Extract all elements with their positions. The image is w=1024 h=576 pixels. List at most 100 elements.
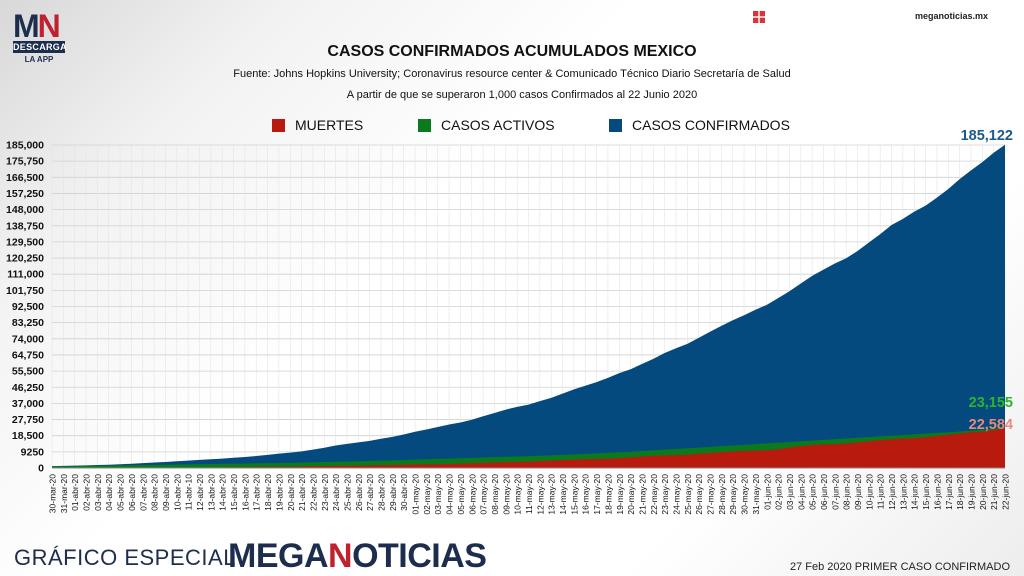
- legend-swatch-confirmados: [609, 118, 622, 132]
- x-tick-label: 16-jun-20: [932, 474, 942, 510]
- x-tick-label: 31-may-20: [751, 474, 761, 515]
- y-tick-label: 120,250: [6, 253, 44, 265]
- x-tick-label: 29-abr-20: [388, 474, 398, 511]
- x-tick-label: 11-abr-10: [184, 474, 194, 510]
- x-tick-label: 17-abr-20: [252, 474, 262, 511]
- y-tick-label: 55,500: [12, 366, 44, 378]
- x-tick-label: 15-jun-20: [921, 474, 931, 510]
- grid-icon: [753, 11, 765, 23]
- x-tick-label: 09-abr-20: [161, 474, 171, 511]
- footer-brand-oticias: OTICIAS: [352, 537, 487, 575]
- footer-label: GRÁFICO ESPECIAL: [14, 545, 236, 570]
- y-tick-label: 0: [38, 463, 44, 475]
- x-tick-label: 18-may-20: [603, 474, 613, 515]
- x-tick-label: 10-jun-20: [864, 474, 874, 510]
- y-tick-label: 92,500: [12, 301, 44, 313]
- x-tick-label: 03-may-20: [433, 474, 443, 515]
- x-tick-label: 21-jun-20: [989, 474, 999, 510]
- x-tick-label: 29-may-20: [728, 474, 738, 515]
- x-tick-label: 02-abr-20: [82, 474, 92, 511]
- footer-first-case-note: 27 Feb 2020 PRIMER CASO CONFIRMADO: [789, 561, 1010, 573]
- x-tick-label: 31-mar-20: [59, 474, 69, 513]
- x-tick-label: 24-may-20: [671, 474, 681, 515]
- legend-item-activos: CASOS ACTIVOS: [418, 117, 555, 133]
- logo-letter-n: N: [37, 8, 61, 44]
- x-tick-label: 22-jun-20: [1001, 474, 1011, 510]
- y-tick-label: 166,500: [6, 172, 44, 184]
- y-tick-label: 27,750: [12, 414, 44, 426]
- x-tick-label: 20-abr-20: [286, 474, 296, 511]
- x-tick-label: 22-may-20: [649, 474, 659, 515]
- legend-swatch-muertes: [272, 118, 285, 132]
- chart-subtitle-2: A partir de que se superaron 1,000 casos…: [346, 89, 698, 101]
- x-tick-label: 21-may-20: [637, 474, 647, 515]
- x-tick-label: 01-jun-20: [762, 474, 772, 510]
- y-tick-label: 64,750: [12, 349, 44, 361]
- x-tick-label: 10-abr-20: [172, 474, 182, 511]
- x-tick-label: 07-jun-20: [830, 474, 840, 510]
- x-tick-label: 05-jun-20: [808, 474, 818, 510]
- x-tick-label: 06-may-20: [467, 474, 477, 515]
- legend-item-confirmados: CASOS CONFIRMADOS: [609, 117, 790, 133]
- x-tick-label: 27-abr-20: [365, 474, 375, 511]
- y-tick-label: 157,250: [6, 188, 44, 200]
- y-tick-label: 138,750: [6, 220, 44, 232]
- site-url[interactable]: meganoticias.mx: [914, 11, 988, 21]
- x-tick-label: 28-abr-20: [377, 474, 387, 511]
- y-tick-label: 83,250: [12, 317, 44, 329]
- x-tick-label: 26-may-20: [694, 474, 704, 515]
- x-tick-label: 17-may-20: [592, 474, 602, 515]
- y-tick-label: 9250: [21, 446, 45, 458]
- x-tick-label: 13-may-20: [547, 474, 557, 515]
- x-tick-label: 30-abr-20: [399, 474, 409, 511]
- x-tick-label: 18-abr-20: [263, 474, 273, 511]
- end-label-casos-activos: 23,155: [969, 395, 1013, 411]
- x-tick-label: 09-jun-20: [853, 474, 863, 510]
- x-tick-label: 13-jun-20: [898, 474, 908, 510]
- x-tick-label: 19-abr-20: [274, 474, 284, 511]
- x-tick-label: 06-jun-20: [819, 474, 829, 510]
- x-tick-label: 09-may-20: [501, 474, 511, 515]
- x-tick-label: 15-may-20: [569, 474, 579, 515]
- x-tick-label: 12-abr-20: [195, 474, 205, 511]
- x-tick-label: 07-may-20: [479, 474, 489, 515]
- x-tick-label: 02-jun-20: [774, 474, 784, 510]
- x-tick-label: 04-may-20: [445, 474, 455, 515]
- y-tick-label: 74,000: [12, 333, 44, 345]
- footer-brand-logo: MEGANOTICIAS: [228, 537, 487, 576]
- x-tick-label: 05-abr-20: [116, 474, 126, 511]
- x-tick-label: 16-abr-20: [240, 474, 250, 511]
- chart-title: CASOS CONFIRMADOS ACUMULADOS MEXICO: [327, 43, 697, 60]
- x-tick-label: 03-abr-20: [93, 474, 103, 511]
- x-tick-label: 08-abr-20: [150, 474, 160, 511]
- y-tick-label: 101,750: [6, 285, 44, 297]
- footer-brand-n: N: [328, 537, 353, 575]
- chart-legend: MUERTES CASOS ACTIVOS CASOS CONFIRMADOS: [0, 117, 1024, 135]
- end-label-casos-confirmados: 185,122: [961, 128, 1013, 144]
- footer-brand-mega: MEGA: [228, 537, 329, 575]
- legend-swatch-activos: [418, 118, 431, 132]
- x-tick-label: 12-jun-20: [887, 474, 897, 510]
- x-tick-label: 06-abr-20: [127, 474, 137, 511]
- x-tick-label: 22-abr-20: [308, 474, 318, 511]
- y-tick-label: 18,500: [12, 430, 44, 442]
- x-tick-label: 26-abr-20: [354, 474, 364, 511]
- legend-label-confirmados: CASOS CONFIRMADOS: [632, 117, 790, 133]
- x-tick-label: 30-may-20: [740, 474, 750, 515]
- y-tick-label: 175,750: [6, 156, 44, 168]
- x-tick-label: 12-may-20: [535, 474, 545, 515]
- x-tick-label: 21-abr-20: [297, 474, 307, 511]
- x-tick-label: 20-may-20: [626, 474, 636, 515]
- legend-item-muertes: MUERTES: [272, 117, 363, 133]
- x-tick-label: 11-jun-20: [876, 474, 886, 510]
- x-tick-label: 13-abr-20: [206, 474, 216, 511]
- end-label-muertes: 22,584: [969, 417, 1013, 433]
- x-tick-label: 05-may-20: [456, 474, 466, 515]
- x-tick-label: 14-jun-20: [910, 474, 920, 510]
- meganoticias-app-logo[interactable]: MN DESCARGA LA APP: [13, 10, 67, 64]
- y-tick-label: 148,000: [6, 204, 44, 216]
- x-tick-label: 23-may-20: [660, 474, 670, 515]
- x-tick-label: 19-jun-20: [966, 474, 976, 510]
- x-tick-label: 04-jun-20: [796, 474, 806, 510]
- x-tick-label: 01-abr-20: [70, 474, 80, 511]
